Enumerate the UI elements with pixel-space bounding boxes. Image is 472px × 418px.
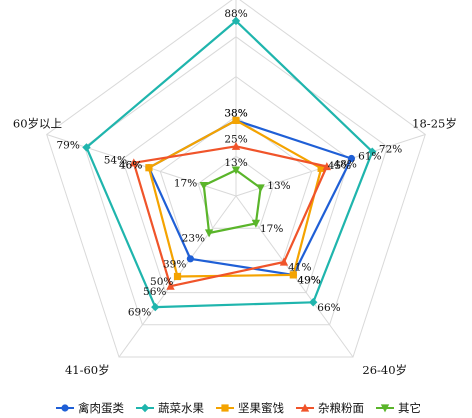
legend-marker-3 — [300, 403, 310, 412]
value-label-s1-c2: 66% — [317, 302, 340, 314]
legend-item-0: 禽肉蛋类 — [56, 401, 124, 415]
value-label-s3-c0: 25% — [224, 133, 247, 145]
spoke-1 — [235, 134, 426, 197]
series-layer — [82, 16, 377, 312]
legend-label-0: 禽肉蛋类 — [78, 401, 124, 415]
grid-ring-100 — [46, 0, 426, 358]
value-label-s4-c1: 13% — [267, 180, 290, 192]
legend: 禽肉蛋类 蔬菜水果 坚果蜜饯 杂粮粉面 其它 — [56, 401, 421, 415]
value-label-s2-c2: 49% — [297, 275, 320, 287]
value-label-s0-c0: 38% — [224, 107, 247, 119]
point-s1-c4 — [82, 143, 91, 152]
value-label-s2-c0: 38% — [224, 107, 247, 119]
value-label-s0-c1: 61% — [358, 150, 381, 162]
legend-label-1: 蔬菜水果 — [158, 401, 204, 415]
value-label-s1-c3: 69% — [128, 307, 151, 319]
series-1 — [82, 16, 377, 312]
value-label-s1-c4: 79% — [56, 139, 79, 151]
series-4 — [199, 166, 265, 238]
series-line-0 — [147, 119, 353, 276]
grid-ring-60 — [121, 75, 351, 294]
point-s2-c4 — [145, 164, 153, 172]
value-label-s3-c1: 48% — [334, 158, 357, 170]
point-s4-c2 — [251, 219, 261, 228]
legend-item-1: 蔬菜水果 — [136, 401, 204, 415]
point-s2-c2 — [289, 271, 297, 279]
value-labels: 38%61%49%39%46%88%72%66%69%79%38%45%49%5… — [56, 8, 402, 319]
radar-grid — [46, 0, 426, 358]
value-label-s2-c3: 50% — [150, 276, 173, 288]
series-line-3 — [132, 145, 328, 288]
point-s3-c0 — [231, 141, 241, 150]
value-label-s3-c2: 41% — [288, 262, 311, 274]
grid-ring-40 — [159, 115, 313, 261]
axis-label-2: 26-40岁 — [362, 363, 407, 377]
point-s0-c3 — [186, 255, 194, 263]
legend-item-4: 其它 — [376, 401, 421, 415]
value-label-s0-c3: 39% — [163, 259, 186, 271]
value-label-s3-c4: 54% — [104, 155, 127, 167]
point-s1-c2 — [308, 298, 318, 307]
point-s1-c1 — [368, 147, 377, 156]
legend-label-2: 坚果蜜饯 — [238, 401, 284, 415]
legend-item-3: 杂粮粉面 — [296, 401, 364, 415]
point-s2-c3 — [173, 272, 182, 281]
point-s4-c4 — [199, 181, 209, 190]
value-label-s0-c4: 46% — [119, 160, 142, 172]
value-label-s4-c4: 17% — [174, 177, 197, 189]
series-line-4 — [202, 169, 262, 235]
point-s4-c1 — [256, 184, 265, 193]
point-s2-c1 — [317, 164, 325, 172]
legend-marker-1 — [140, 403, 150, 413]
legend-marker-0 — [61, 404, 69, 412]
value-label-s2-c4: 46% — [119, 160, 142, 172]
value-label-s3-c3: 56% — [143, 286, 166, 298]
legend-item-2: 坚果蜜饯 — [216, 401, 284, 415]
series-line-2 — [147, 119, 323, 278]
point-s3-c2 — [279, 257, 289, 266]
value-label-s4-c3: 23% — [182, 233, 205, 245]
axis-label-1: 18-25岁 — [412, 117, 457, 131]
value-label-s1-c1: 72% — [379, 144, 402, 156]
legend-label-3: 杂粮粉面 — [318, 401, 364, 415]
series-0 — [145, 116, 356, 279]
point-s1-c3 — [151, 302, 160, 312]
legend-marker-2 — [221, 404, 229, 412]
series-3 — [129, 141, 332, 290]
point-s3-c3 — [166, 281, 175, 290]
legend-label-4: 其它 — [398, 401, 421, 415]
point-s0-c1 — [347, 154, 356, 163]
value-label-s4-c0: 13% — [224, 157, 247, 169]
point-s3-c1 — [322, 162, 332, 171]
legend-marker-4 — [380, 404, 390, 413]
point-s3-c4 — [129, 158, 138, 167]
value-label-s2-c1: 45% — [328, 160, 351, 172]
value-label-s1-c0: 88% — [224, 8, 247, 20]
value-label-s0-c2: 49% — [297, 275, 320, 287]
point-s2-c0 — [232, 116, 240, 124]
axis-label-4: 60岁以上 — [13, 117, 62, 131]
series-line-1 — [85, 19, 374, 309]
point-s1-c0 — [231, 16, 241, 26]
point-s4-c3 — [204, 229, 214, 238]
axis-label-3: 41-60岁 — [65, 363, 110, 377]
point-s4-c0 — [231, 166, 241, 175]
value-label-s4-c2: 17% — [260, 223, 283, 235]
series-2 — [145, 116, 325, 281]
